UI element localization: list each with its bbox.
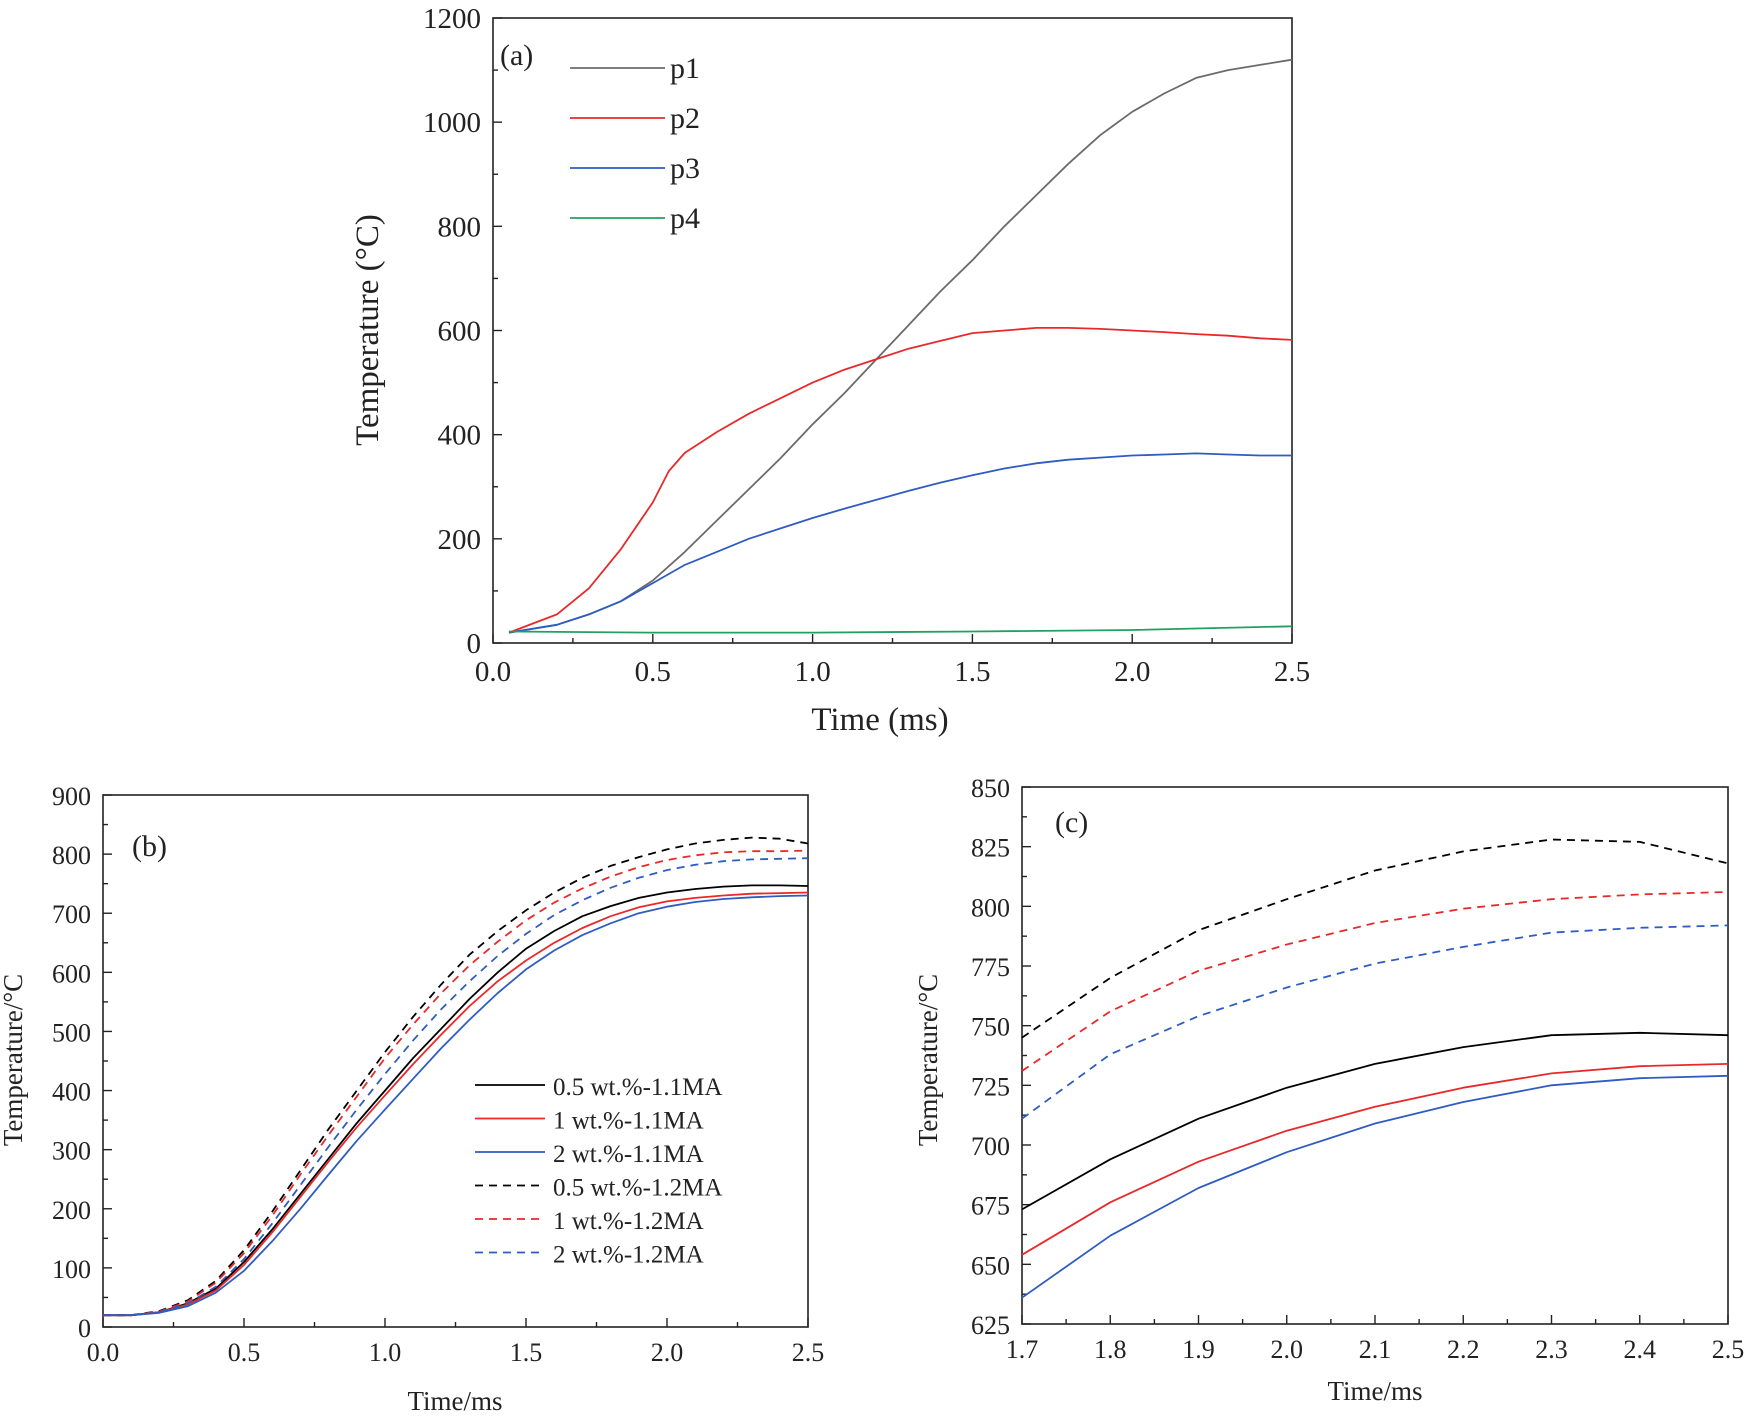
- x-tick-label: 1.8: [1094, 1335, 1127, 1364]
- y-tick-label: 200: [438, 524, 482, 556]
- series-line-p1: [508, 58, 1293, 634]
- x-axis-title: Time (ms): [811, 702, 948, 738]
- x-tick-label: 2.0: [1271, 1335, 1304, 1364]
- y-tick-label: 800: [52, 841, 91, 870]
- plot-frame: [492, 17, 1293, 644]
- x-tick-label: 0.5: [635, 656, 671, 688]
- y-tick-label: 650: [971, 1251, 1010, 1280]
- panel-label: (b): [132, 830, 167, 863]
- series-line-0-5-wt-1-1ma: [1021, 1031, 1729, 1211]
- x-tick-label: 2.2: [1447, 1335, 1480, 1364]
- y-tick-label: 0: [78, 1314, 91, 1343]
- chart-panel-a: 0.0 0.5 1.0 1.5 2.0 2.5 0 200 400 600 800 1000 1200 T…: [350, 3, 1310, 738]
- y-tick-label: 625: [971, 1311, 1010, 1340]
- series-line-0-5-wt-1-2ma: [103, 836, 809, 1317]
- legend-label: p1: [670, 52, 700, 85]
- x-tick-label: 1.0: [794, 656, 830, 688]
- series-line-p2: [508, 326, 1293, 634]
- y-tick-label: 700: [971, 1132, 1010, 1161]
- legend-label: 1 wt.%-1.1MA: [553, 1108, 704, 1135]
- series-line-2-wt-1-2ma: [103, 857, 809, 1317]
- series-line-1-wt-1-2ma: [103, 849, 809, 1317]
- plot-frame: [1021, 786, 1729, 1325]
- y-tick-label: 300: [52, 1137, 91, 1166]
- y-tick-label: 1200: [423, 3, 481, 35]
- y-tick-label: 775: [971, 953, 1010, 982]
- legend-label: 0.5 wt.%-1.2MA: [553, 1175, 722, 1202]
- y-tick-label: 700: [52, 900, 91, 929]
- legend-label: 2 wt.%-1.1MA: [553, 1141, 704, 1168]
- panel-label: (a): [500, 39, 533, 72]
- x-tick-label: 2.0: [1114, 656, 1150, 688]
- y-tick-label: 600: [52, 959, 91, 988]
- series-line-1-wt-1-2ma: [1021, 891, 1729, 1072]
- y-tick-label: 800: [971, 893, 1010, 922]
- legend-label: p4: [670, 202, 700, 235]
- legend-label: p3: [670, 152, 700, 185]
- x-tick-label: 2.5: [792, 1338, 825, 1367]
- legend-label: 0.5 wt.%-1.1MA: [553, 1074, 722, 1101]
- x-tick-label: 1.9: [1182, 1335, 1215, 1364]
- y-tick-label: 825: [971, 834, 1010, 863]
- y-axis-title: Temperature (°C): [350, 214, 386, 446]
- series-line-p4: [508, 625, 1293, 634]
- series-line-2-wt-1-1ma: [1021, 1074, 1729, 1299]
- y-tick-label: 750: [971, 1013, 1010, 1042]
- x-tick-label: 1.5: [954, 656, 990, 688]
- x-tick-label: 2.4: [1624, 1335, 1657, 1364]
- y-tick-label: 600: [438, 316, 482, 348]
- x-tick-label: 2.5: [1712, 1335, 1745, 1364]
- x-tick-label: 1.7: [1006, 1335, 1039, 1364]
- x-tick-label: 1.0: [369, 1338, 402, 1367]
- x-axis-title: Time/ms: [407, 1386, 502, 1416]
- x-tick-label: 0.0: [87, 1338, 120, 1367]
- series-line-p3: [508, 452, 1292, 634]
- y-axis-title: Temperature/°C: [0, 974, 28, 1146]
- legend-label: 2 wt.%-1.2MA: [553, 1242, 704, 1269]
- y-tick-label: 725: [971, 1072, 1010, 1101]
- series-line-2-wt-1-1ma: [103, 894, 809, 1317]
- panel-label: (c): [1055, 806, 1088, 839]
- x-tick-label: 0.5: [228, 1338, 261, 1367]
- series-line-0-5-wt-1-1ma: [103, 884, 809, 1317]
- y-tick-label: 675: [971, 1192, 1010, 1221]
- y-axis-title: Temperature/°C: [913, 974, 943, 1146]
- y-tick-label: 900: [52, 782, 91, 811]
- series-line-2-wt-1-2ma: [1021, 924, 1729, 1120]
- x-tick-label: 1.5: [510, 1338, 543, 1367]
- series-line-0-5-wt-1-2ma: [1021, 838, 1729, 1039]
- x-tick-label: 2.3: [1535, 1335, 1568, 1364]
- x-tick-label: 2.5: [1274, 656, 1310, 688]
- chart-panel-c: 1.7 1.8 1.9 2.0 2.1 2.2 2.3 2.4 2.5 625 650 675 700 7…: [913, 774, 1744, 1406]
- series-line-1-wt-1-1ma: [1021, 1063, 1729, 1256]
- y-tick-label: 400: [438, 420, 482, 452]
- x-tick-label: 0.0: [475, 656, 511, 688]
- y-tick-label: 200: [52, 1196, 91, 1225]
- y-tick-label: 100: [52, 1255, 91, 1284]
- legend-label: 1 wt.%-1.2MA: [553, 1208, 704, 1235]
- x-axis-title: Time/ms: [1327, 1376, 1422, 1406]
- legend-label: p2: [670, 102, 700, 135]
- y-tick-label: 1000: [423, 107, 481, 139]
- chart-panel-b: 0.0 0.5 1.0 1.5 2.0 2.5 0 100 200 300 400 500 600 700…: [0, 782, 824, 1416]
- series-line-1-wt-1-1ma: [103, 891, 809, 1317]
- y-tick-label: 400: [52, 1078, 91, 1107]
- x-tick-label: 2.0: [651, 1338, 684, 1367]
- y-tick-label: 850: [971, 774, 1010, 803]
- y-tick-label: 0: [467, 628, 482, 660]
- y-tick-label: 800: [438, 211, 482, 243]
- x-tick-label: 2.1: [1359, 1335, 1392, 1364]
- y-tick-label: 500: [52, 1018, 91, 1047]
